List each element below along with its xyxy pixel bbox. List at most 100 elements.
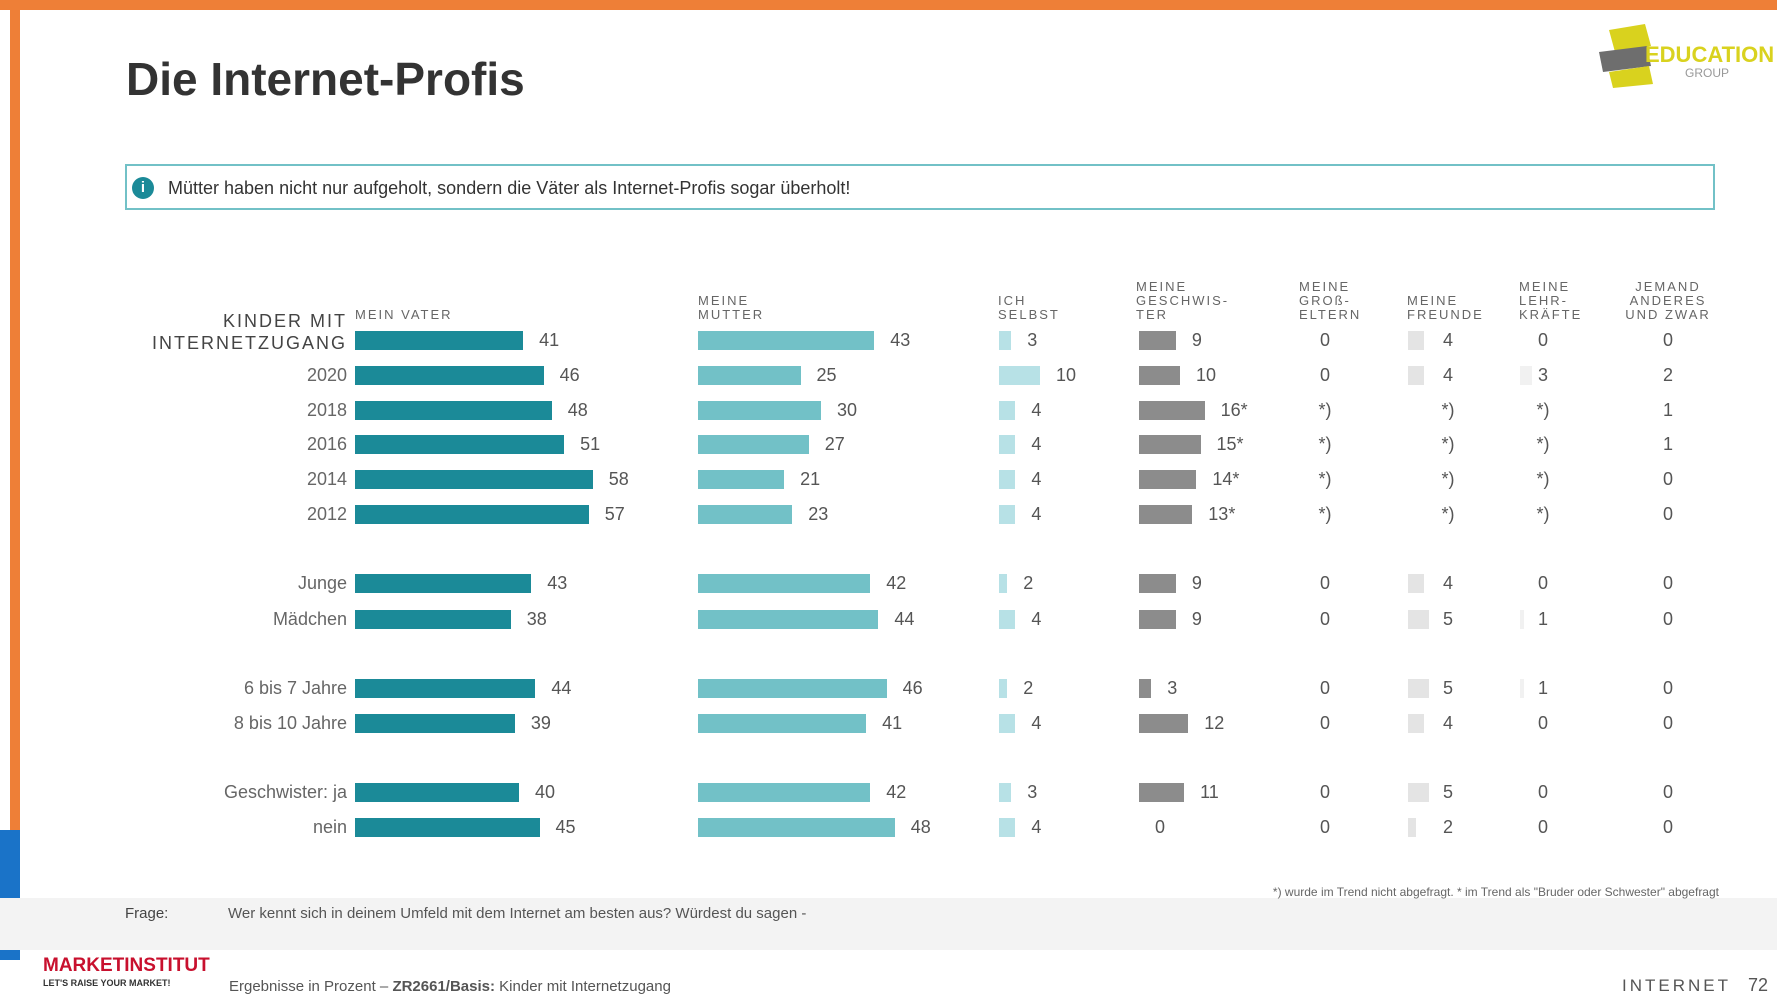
value-label: 4 (1442, 365, 1453, 385)
value-label: 14* (1212, 469, 1240, 489)
value-label: 2 (1023, 678, 1034, 698)
value-label: 23 (808, 504, 829, 524)
bar (999, 782, 1012, 802)
bar (698, 330, 875, 350)
row-label: 2012 (306, 504, 347, 524)
bar (355, 504, 589, 524)
value-label: 0 (1319, 609, 1330, 629)
bar (1520, 609, 1525, 629)
bar (1408, 817, 1417, 837)
value-label: 48 (567, 400, 588, 420)
logo-text: EDUCATION (1645, 42, 1775, 67)
bar (355, 469, 593, 489)
results-rest: Kinder mit Internetzugang (495, 978, 671, 995)
row-label: 2018 (306, 400, 347, 420)
row-label: 8 bis 10 Jahre (233, 713, 347, 733)
value-label: 0 (1662, 609, 1673, 629)
page-number: 72 (1748, 975, 1769, 995)
value-label: 25 (816, 365, 837, 385)
bar (1408, 678, 1429, 698)
bar (1139, 504, 1193, 524)
bar (1139, 469, 1197, 489)
value-label: 1 (1537, 678, 1548, 698)
value-label: 5 (1442, 782, 1453, 802)
value-label: 1 (1537, 609, 1548, 629)
value-label: 12 (1204, 713, 1225, 733)
bar (1408, 713, 1425, 733)
value-label: 0 (1537, 713, 1548, 733)
row-label: Junge (297, 573, 347, 593)
bar (1139, 609, 1176, 629)
column-header: MEINE FREUNDE (1407, 293, 1484, 322)
question-label: Frage: (125, 905, 169, 922)
value-label: 0 (1319, 573, 1330, 593)
value-label: 4 (1031, 434, 1042, 454)
bar (698, 817, 895, 837)
value-label: 44 (894, 609, 915, 629)
value-label: 51 (580, 434, 601, 454)
value-label: 46 (559, 365, 580, 385)
bar (698, 782, 871, 802)
row-label: 6 bis 7 Jahre (243, 678, 347, 698)
logo-sub: GROUP (1685, 66, 1730, 80)
bar (999, 400, 1016, 420)
value-label: *) (1318, 400, 1332, 420)
value-label: 27 (824, 434, 845, 454)
row-label: nein (312, 817, 347, 837)
value-label: 38 (526, 609, 547, 629)
bar (1139, 678, 1152, 698)
value-label: 0 (1662, 504, 1673, 524)
value-label: 4 (1031, 400, 1042, 420)
value-label: 0 (1319, 365, 1330, 385)
bar (698, 609, 879, 629)
value-label: 0 (1319, 330, 1330, 350)
value-label: *) (1536, 469, 1550, 489)
bar (698, 400, 821, 420)
bar (355, 713, 515, 733)
bar (1520, 365, 1533, 385)
bar (999, 713, 1016, 733)
logo-icon (1599, 24, 1653, 88)
value-label: 2 (1023, 573, 1034, 593)
value-label: 0 (1537, 330, 1548, 350)
value-label: 0 (1537, 573, 1548, 593)
value-label: 5 (1442, 678, 1453, 698)
value-label: 0 (1155, 817, 1166, 837)
column-header: MEINE LEHR- KRÄFTE (1519, 279, 1583, 322)
bar (698, 469, 785, 489)
value-label: 3 (1027, 782, 1038, 802)
value-label: 45 (555, 817, 576, 837)
brand: MARKETINSTITUT (43, 955, 210, 976)
bar (698, 504, 793, 524)
value-label: 2 (1662, 365, 1673, 385)
value-label: *) (1441, 504, 1455, 524)
value-label: 4 (1031, 469, 1042, 489)
bar (1139, 713, 1189, 733)
results-prefix: Ergebnisse in Prozent – (229, 978, 393, 995)
bar (355, 434, 565, 454)
bar (999, 434, 1016, 454)
value-label: *) (1536, 434, 1550, 454)
bar (1408, 782, 1429, 802)
bar (1139, 330, 1176, 350)
value-label: 3 (1027, 330, 1038, 350)
value-label: 40 (535, 782, 556, 802)
bar (355, 678, 536, 698)
value-label: 4 (1442, 330, 1453, 350)
bar (698, 713, 867, 733)
value-label: 3 (1537, 365, 1548, 385)
value-label: 4 (1031, 609, 1042, 629)
value-label: 13* (1208, 504, 1236, 524)
value-label: *) (1536, 400, 1550, 420)
value-label: 4 (1442, 713, 1453, 733)
value-label: 1 (1662, 434, 1673, 454)
row-label: 2016 (306, 434, 347, 454)
info-icon: i (132, 177, 154, 199)
bar (355, 817, 540, 837)
bar (999, 504, 1016, 524)
question: Wer kennt sich in deinem Umfeld mit dem … (228, 905, 807, 922)
row-label: 2020 (306, 365, 347, 385)
value-label: 0 (1319, 678, 1330, 698)
value-label: *) (1441, 469, 1455, 489)
bar (999, 678, 1008, 698)
